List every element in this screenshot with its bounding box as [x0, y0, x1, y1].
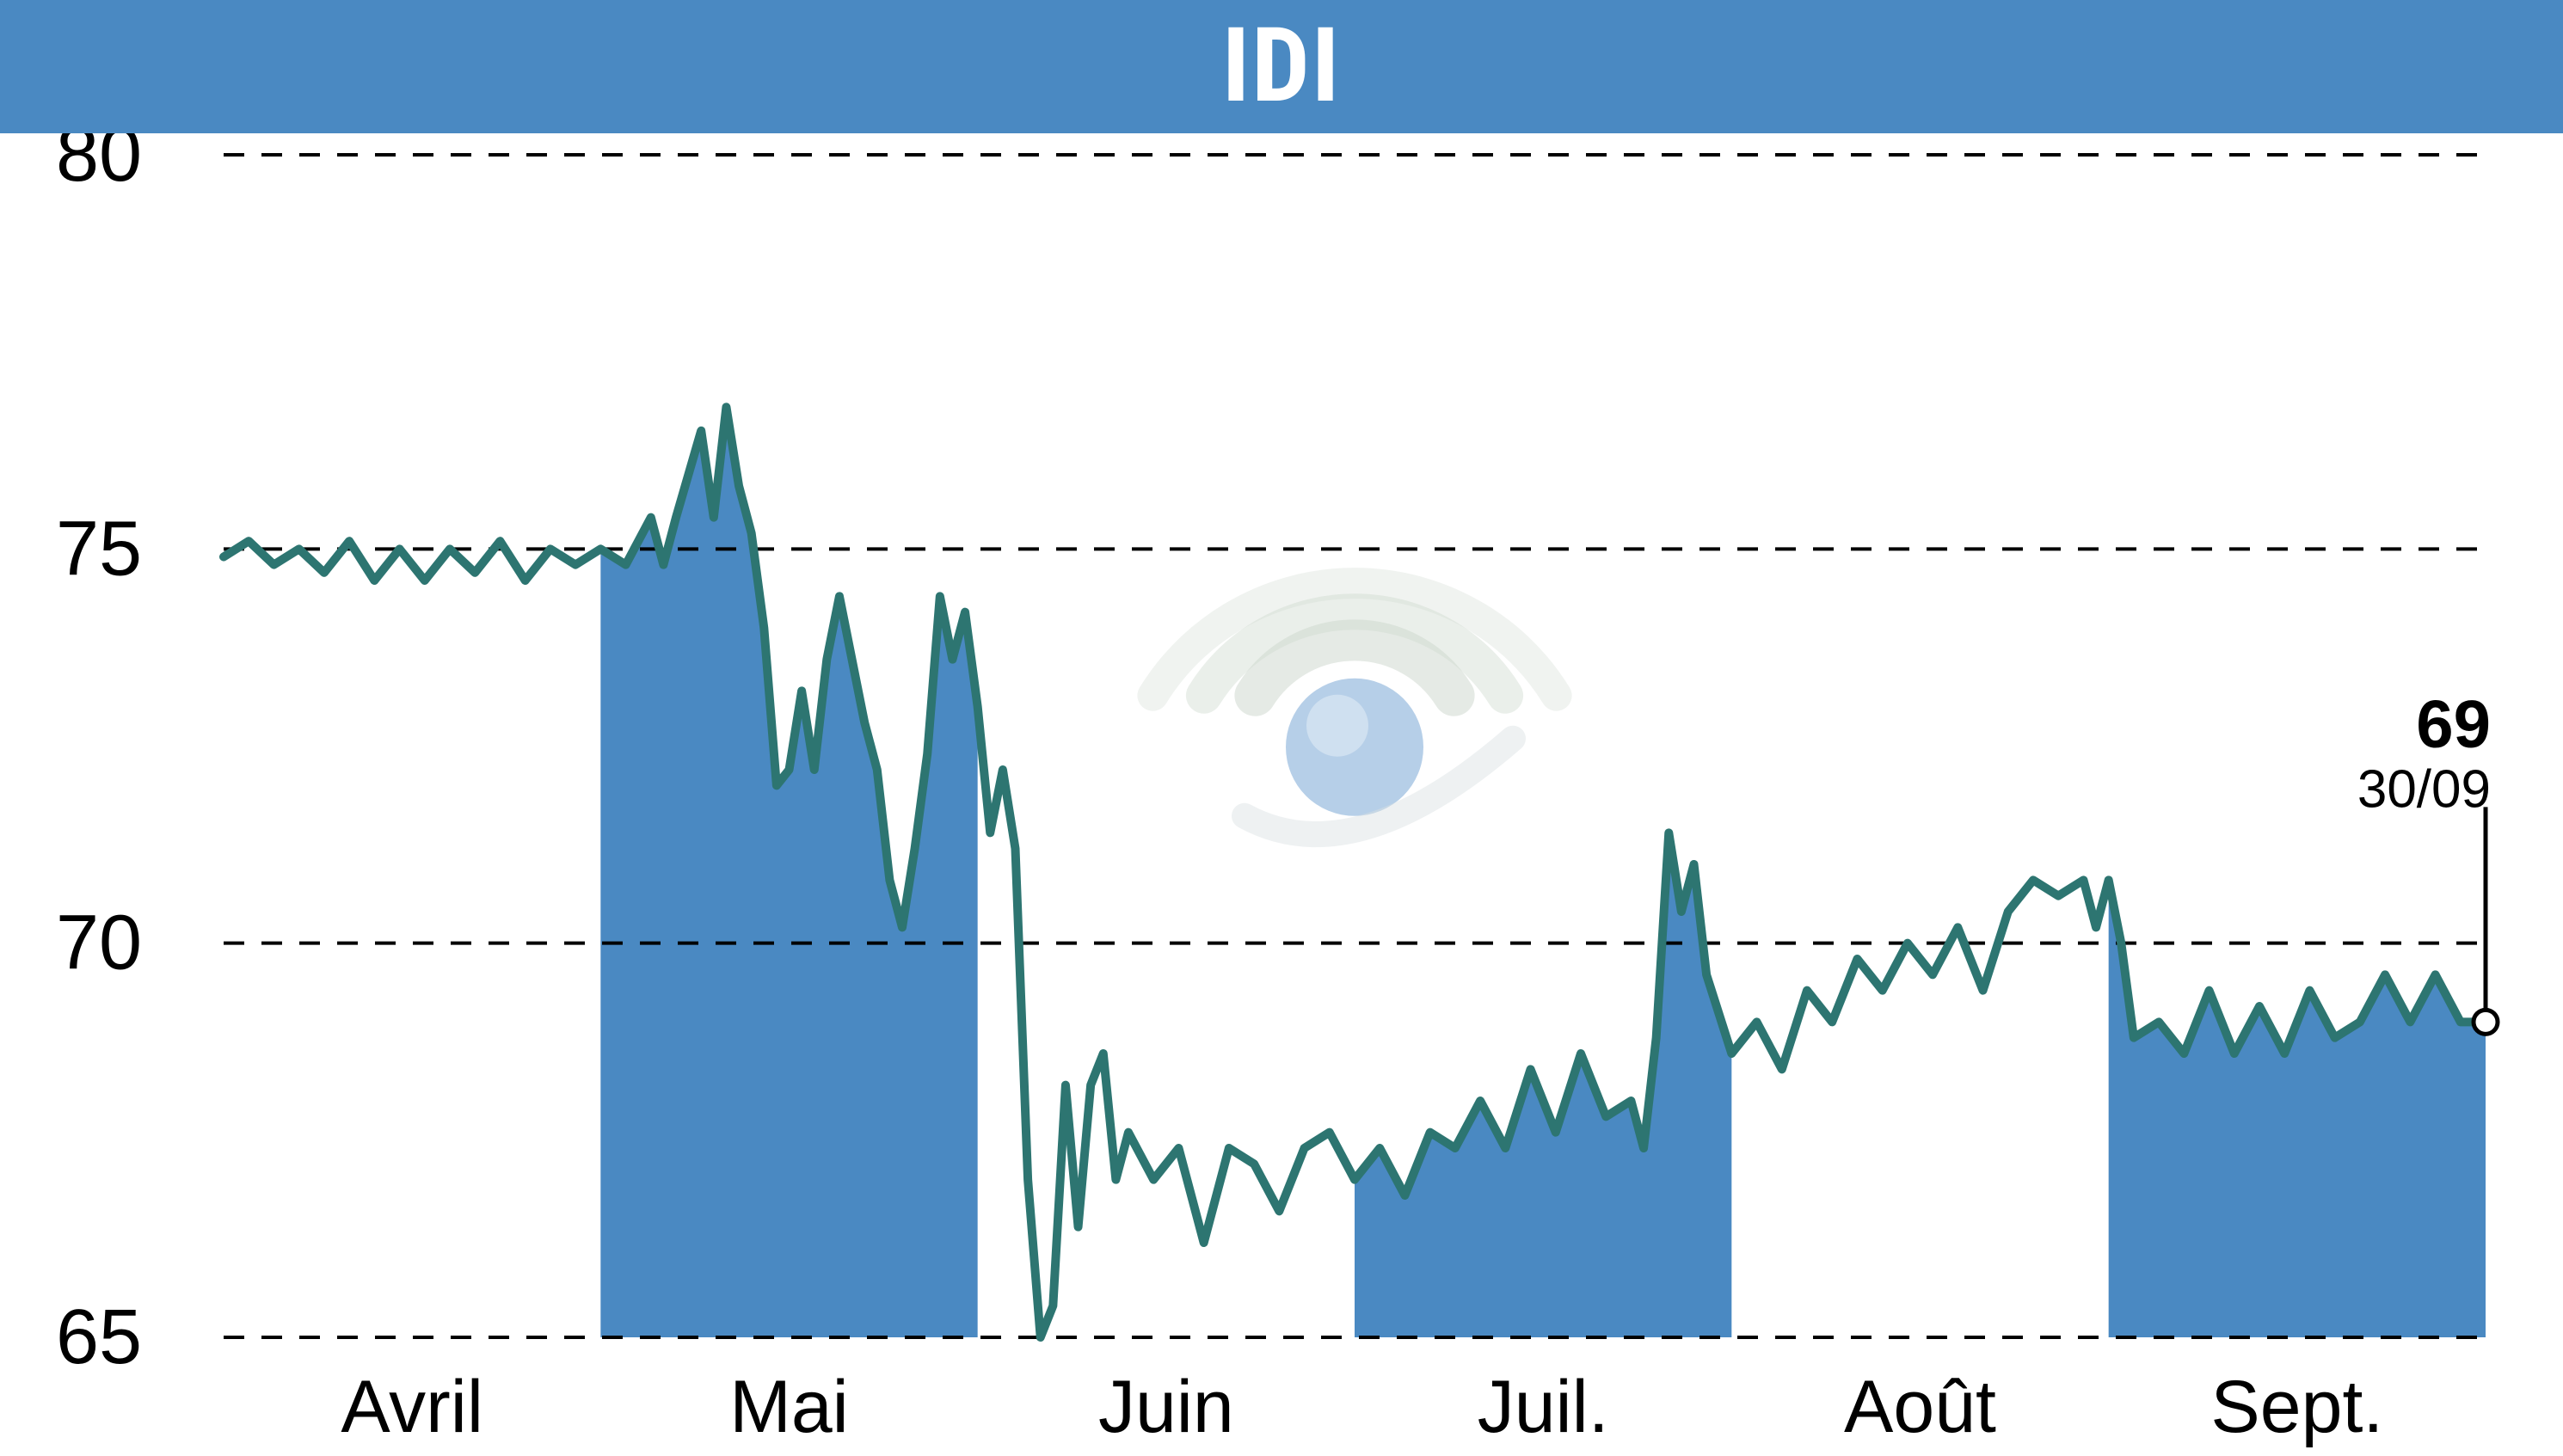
x-axis-label: Mai — [729, 1366, 849, 1448]
y-axis-label: 65 — [56, 1294, 142, 1380]
month-fill — [1355, 832, 1731, 1337]
end-marker-circle — [2474, 1010, 2498, 1034]
chart-area: 65 70 75 80 Avril Mai Juin Juil. Août Sept. 6930/0… — [0, 133, 2563, 1456]
x-axis-label: Sept. — [2210, 1366, 2383, 1448]
y-axis-label: 80 — [56, 133, 142, 198]
x-axis-label: Juin — [1098, 1366, 1234, 1448]
y-axis-label: 70 — [56, 900, 142, 986]
chart-title: IDI — [1222, 6, 1342, 126]
end-date-label: 30/09 — [2357, 759, 2491, 819]
stock-chart-svg: 65 70 75 80 Avril Mai Juin Juil. Août Sept. 6930/0… — [0, 133, 2563, 1456]
end-value-label: 69 — [2416, 685, 2491, 761]
x-axis-label: Juil. — [1478, 1366, 1609, 1448]
watermark — [1152, 583, 1556, 834]
month-fill — [2109, 880, 2486, 1337]
chart-title-bar: IDI — [0, 0, 2563, 133]
x-axis-label: Août — [1844, 1366, 1996, 1448]
x-axis-label: Avril — [341, 1366, 483, 1448]
y-axis-label: 75 — [56, 506, 142, 592]
